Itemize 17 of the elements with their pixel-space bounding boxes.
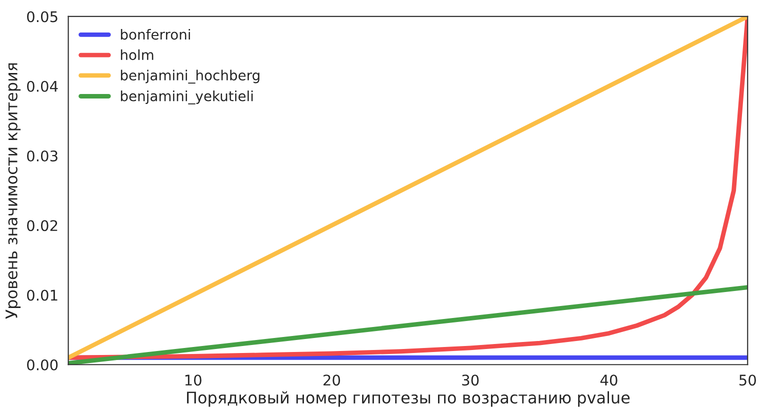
- x-tick-label: 30: [462, 374, 479, 386]
- x-axis-title: Порядковый номер гипотезы по возрастанию pvalue: [187, 391, 630, 407]
- y-tick-label: 0.01: [27, 290, 58, 301]
- y-tick-label: 0.02: [27, 220, 58, 232]
- x-tick-label: 50: [739, 374, 756, 386]
- y-tick-label: 0.05: [27, 11, 58, 22]
- y-tick-label: 0.00: [27, 359, 58, 370]
- y-tick-label: 0.03: [27, 150, 58, 162]
- legend-label: holm: [120, 49, 154, 60]
- y-tick-label: 0.04: [27, 80, 58, 92]
- legend-label: benjamini_yekutieli: [120, 90, 253, 104]
- x-tick-label: 20: [324, 374, 340, 386]
- x-tick-label: 40: [600, 374, 618, 386]
- legend-label: bonferroni: [120, 28, 190, 40]
- x-tick-label: 10: [185, 374, 202, 386]
- legend-label: benjamini_hochberg: [120, 70, 260, 84]
- y-axis-title: Уровень значимости критерия: [6, 63, 21, 319]
